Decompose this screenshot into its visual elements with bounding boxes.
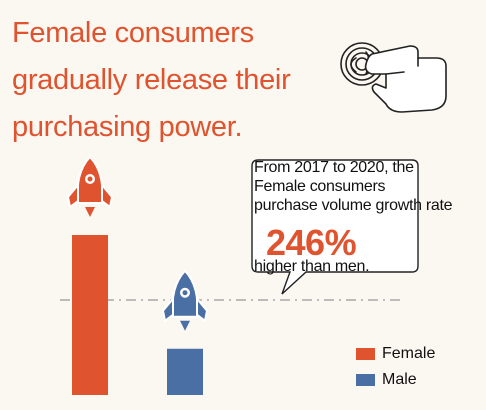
rocket-part — [85, 207, 95, 217]
rocket-icon — [161, 269, 209, 331]
rocket-part — [180, 320, 190, 331]
rocket-icon — [66, 155, 114, 217]
rocket-part — [182, 290, 188, 296]
title-line-2: gradually release their — [12, 64, 291, 96]
title-line-1: Female consumers — [12, 17, 254, 49]
legend-swatch-male — [356, 374, 375, 386]
rockets-group — [66, 155, 209, 331]
bar-female — [72, 235, 108, 395]
growth-percentage: 246% — [266, 222, 357, 263]
legend-label-male: Male — [382, 371, 417, 388]
rocket-part — [87, 176, 93, 182]
legend: Female Male — [356, 341, 435, 393]
legend-label-female: Female — [382, 345, 436, 362]
callout-line-4: higher than men. — [254, 258, 370, 275]
callout-line-3: purchase volume growth rate — [254, 197, 453, 214]
callout-line-1: From 2017 to 2020, the — [254, 159, 414, 176]
callout-text: From 2017 to 2020, the Female consumers … — [254, 158, 474, 215]
rocket-part — [196, 295, 209, 323]
callout-bubble — [251, 159, 419, 295]
title-line-3: purchasing power. — [12, 111, 243, 143]
page-title: Female consumers gradually release their… — [12, 10, 332, 151]
bar-male — [167, 348, 203, 395]
legend-swatch-female — [356, 348, 375, 360]
legend-item-female: Female — [356, 341, 435, 367]
callout-line-2: Female consumers — [254, 178, 386, 195]
rocket-part — [101, 182, 114, 209]
touch-hand-icon — [340, 42, 447, 113]
rocket-part — [66, 182, 79, 209]
rocket-part — [161, 295, 174, 323]
bars-group — [72, 235, 203, 395]
legend-item-male: Male — [356, 367, 435, 393]
